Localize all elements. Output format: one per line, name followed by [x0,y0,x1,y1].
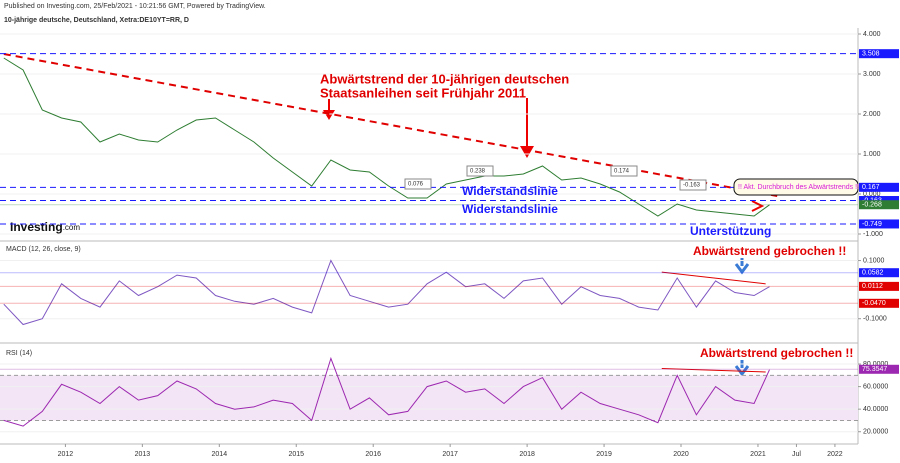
arrow-head [323,110,335,120]
level-label: 75.3547 [862,366,887,373]
arrow [751,200,765,212]
pane-title: MACD (12, 26, close, 9) [6,246,81,253]
annotation-box [404,178,432,190]
level-box [859,364,899,374]
level-box [859,281,899,291]
annotation-box [679,179,707,191]
rsi-band [0,375,858,421]
level-box [859,200,899,210]
level-box [859,268,899,278]
y-tick-label: 80.0000 [863,361,888,368]
annotation: Widerstandslinie [462,202,558,216]
level-label: -0.268 [862,202,882,209]
y-tick-label: 0.000 [863,191,881,198]
level-box [859,49,899,59]
annotation: Staatsanleihen seit Frühjahr 2011 [320,85,526,100]
annotation: Unterstützung [690,224,771,238]
x-tick-label: 2017 [442,451,458,458]
annotation: Abwärtstrend gebrochen !! [693,244,846,258]
pane-title: RSI (14) [6,350,32,357]
x-tick-label: 2020 [673,451,689,458]
level-label: -0.749 [862,221,882,228]
level-label: -0.0470 [862,300,886,307]
series-line [3,356,770,427]
y-tick-label: -1.000 [863,231,883,238]
chart-title: 10-jährige deutsche, Deutschland, Xetra:… [4,17,189,24]
x-tick-label: 2015 [288,451,304,458]
logo: Investing.com [10,220,80,234]
annotation: !! Akt. Durchbruch des Abwärtstrends !! [738,184,859,191]
y-tick-label: 20.0000 [863,429,888,436]
x-tick-label: 2016 [365,451,381,458]
y-tick-label: 60.0000 [863,383,888,390]
level-box [859,182,899,192]
arrow [734,258,750,275]
x-tick-label: 2012 [58,451,74,458]
series-line [3,259,770,326]
x-tick-label: Jul [792,451,801,458]
annotation: Abwärtstrend gebrochen !! [700,346,853,360]
y-tick-label: -0.1000 [863,316,887,323]
header: Published on Investing.com, 25/Feb/2021 … [4,3,266,10]
logo-suffix: .com [63,223,81,232]
y-tick-label: 40.0000 [863,406,888,413]
annotation-box [733,178,859,196]
x-tick-label: 2018 [519,451,535,458]
x-tick-label: 2021 [750,451,766,458]
annotation: 0.174 [614,169,630,175]
annotation: -0.163 [683,183,701,189]
level-label: 0.0112 [862,283,883,290]
level-label: 0.0582 [862,270,884,277]
y-tick-label: 1.000 [863,151,881,158]
x-tick-label: 2013 [135,451,151,458]
level-label: 3.508 [862,51,880,58]
series-line [3,57,770,217]
annotation: 0.076 [408,182,424,188]
logo-name: Investing [10,220,63,234]
y-tick-label: 0.1000 [863,257,885,264]
annotation: 0.238 [470,169,486,175]
arrow [734,360,750,377]
annotation: Widerstandslinie [462,184,558,198]
x-tick-label: 2019 [596,451,612,458]
level-box [859,298,899,308]
level-label: 0.167 [862,184,880,191]
trend-line [661,271,766,285]
y-tick-label: 3.000 [863,71,881,78]
x-tick-label: 2014 [212,451,228,458]
arrow-head [520,146,534,158]
x-tick-label: 2022 [827,451,843,458]
y-tick-label: 2.000 [863,111,881,118]
annotation: Abwärtstrend der 10-jährigen deutschen [320,71,569,86]
arrows [323,98,765,377]
y-tick-label: 4.000 [863,31,881,38]
annotation-box [610,165,638,177]
trend-line [661,368,766,373]
level-box [859,219,899,229]
annotation-box [466,165,494,177]
